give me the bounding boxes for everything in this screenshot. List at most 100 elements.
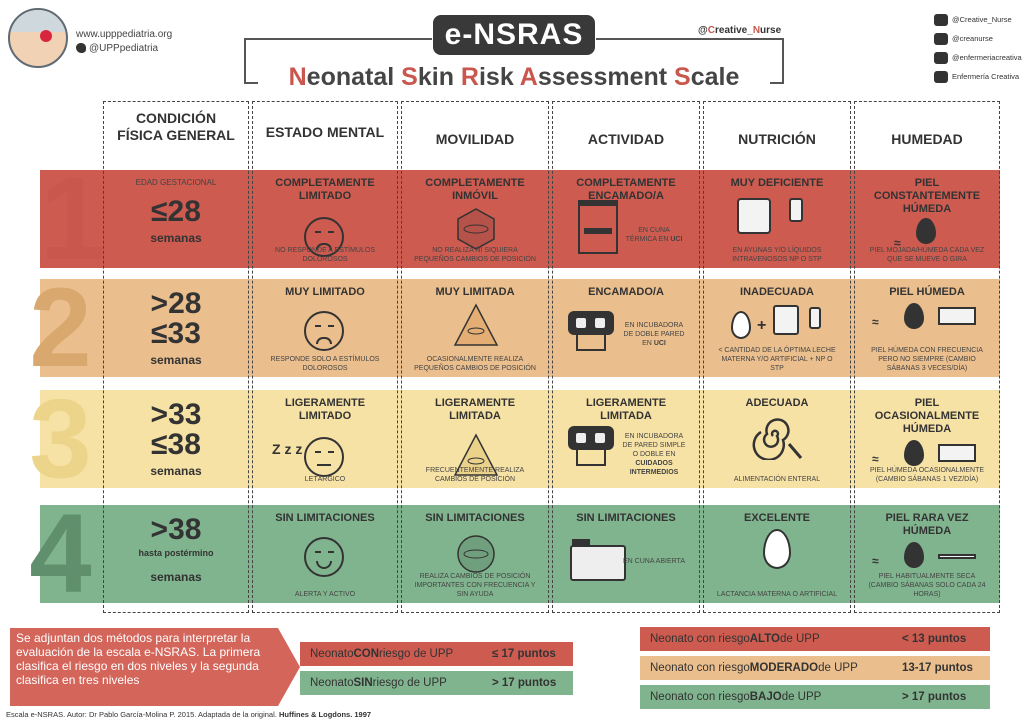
nutrition-cell: EXCELENTE LACTANCIA MATERNA O ARTIFICIAL: [703, 505, 851, 603]
risk-row-3: [40, 390, 1000, 488]
water-drop-icon: [904, 303, 924, 329]
iv-pump-icon: [773, 305, 799, 335]
cell-title: PIEL HÚMEDA: [889, 286, 965, 298]
cond-unit: semanas: [150, 464, 202, 478]
social-youtube[interactable]: Enfermería Creativa: [934, 67, 1022, 86]
cell-illustration: [252, 203, 398, 257]
three-level-risk-pill: Neonato con riesgo ALTO de UPP < 13 punto…: [640, 627, 990, 651]
social-instagram[interactable]: @enfermeriacreativa: [934, 48, 1022, 67]
mental-cell: LIGERAMENTE LIMITADO Z z z LETÁRGICO: [252, 390, 398, 488]
site-url[interactable]: www.upppediatria.org: [76, 29, 173, 40]
waves-icon: ≈: [872, 315, 879, 329]
subtitle-part: cale: [690, 63, 740, 91]
radiant-warmer-icon: [578, 200, 618, 254]
cell-illustration: ≈: [854, 436, 1000, 484]
instagram-icon: [934, 51, 948, 64]
condition-cell: >38 hasta postérmino semanas: [103, 505, 249, 603]
upp-pediatria-logo: [8, 8, 68, 68]
mobility-cell: LIGERAMENTE LIMITADA FRECUENTEMENTE REAL…: [401, 390, 549, 488]
creative-nurse-handle: @Creative_Nurse: [698, 25, 782, 36]
column-frame: [854, 101, 1000, 613]
footer-credit: Escala e-NSRAS. Autor: Dr Pablo García-M…: [6, 710, 372, 719]
mental-cell: MUY LIMITADO RESPONDE SOLO A ESTÍMULOS D…: [252, 279, 398, 377]
note-arrow: [278, 628, 300, 706]
face-icon: [304, 437, 344, 477]
subtitle-part: isk: [478, 63, 520, 91]
nutrition-cell: MUY DEFICIENTE EN AYUNAS Y/O LÍQUIDOS IN…: [703, 170, 851, 268]
column-frame: [252, 101, 398, 613]
water-drop-icon: [904, 542, 924, 568]
cell-desc: PIEL MOJADA/HÚMEDA CADA VEZ QUE SE MUEVE…: [869, 247, 985, 263]
activity-cell: LIGERAMENTE LIMITADA EN INCUBADORA DE PA…: [552, 390, 700, 488]
column-header: CONDICIÓN FÍSICA GENERAL: [117, 110, 235, 143]
cell-title: ENCAMADO/A: [588, 286, 664, 298]
cell-title: COMPLETAMENTE LIMITADO: [275, 177, 375, 202]
sleep-z-icon: Z z z: [272, 441, 303, 457]
open-crib-icon: [570, 539, 626, 581]
column-frame: [703, 101, 851, 613]
three-level-risk-pill: Neonato con riesgo BAJO de UPP > 17 punto…: [640, 685, 990, 709]
subtitle-part: kin: [417, 63, 461, 91]
twitter-icon: [76, 43, 86, 54]
cell-desc: PIEL HÚMEDA OCASIONALMENTE (CAMBIO SÁBAN…: [869, 467, 985, 483]
activity-cell: ENCAMADO/A EN INCUBADORA DE DOBLE PARED …: [552, 279, 700, 377]
cell-illustration: [401, 525, 549, 573]
cell-title: INADECUADA: [740, 286, 814, 298]
condition-cell: >33 ≤38 semanas: [103, 390, 249, 488]
subtitle-part: S: [674, 63, 691, 91]
cell-desc: REALIZA CAMBIOS DE POSICIÓN IMPORTANTES …: [414, 573, 536, 598]
social-facebook[interactable]: @creanurse: [934, 29, 1022, 48]
cell-title: MUY LIMITADA: [435, 286, 515, 298]
cond-value-a: ≤28: [151, 195, 201, 228]
twitter-icon: [934, 13, 948, 26]
nutrition-cell: ADECUADA ALIMENTACIÓN ENTERAL: [703, 390, 851, 488]
condition-cell: EDAD GESTACIONAL ≤28 semanas: [103, 170, 249, 268]
iv-pump-icon: [737, 198, 771, 234]
cell-desc: EN AYUNAS Y/O LÍQUIDOS INTRAVENOSOS NP O…: [732, 247, 822, 263]
cell-title: PIEL RARA VEZ HÚMEDA: [885, 512, 969, 537]
cell-desc: FRECUENTEMENTE REALIZA CAMBIOS DE POSICI…: [425, 467, 525, 483]
cell-illustration: ≈: [854, 216, 1000, 264]
facebook-icon: [934, 32, 948, 45]
mobility-cell: SIN LIMITACIONES REALIZA CAMBIOS DE POSI…: [401, 505, 549, 603]
page-title: e-NSRAS: [433, 15, 595, 55]
cell-illustration: [703, 190, 851, 238]
cell-desc: NO REALIZA NI SIQUIERA PEQUEÑOS CAMBIOS …: [414, 247, 536, 263]
water-drop-icon: [904, 440, 924, 466]
level-digit: 1: [39, 153, 106, 285]
youtube-icon: [934, 70, 948, 83]
mobility-cell: MUY LIMITADA OCASIONALMENTE REALIZA PEQU…: [401, 279, 549, 377]
face-icon: [304, 311, 344, 351]
twitter-handle[interactable]: @UPPpediatria: [89, 43, 159, 54]
activity-cell: COMPLETAMENTE ENCAMADO/A EN CUNA TÉRMICA…: [552, 170, 700, 268]
cell-illustration: [252, 299, 398, 351]
cond-value-b: hasta postérmino: [138, 548, 214, 558]
face-icon: [304, 537, 344, 577]
activity-cell: SIN LIMITACIONES EN CUNA ABIERTA: [552, 505, 700, 603]
cell-title: PIEL OCASIONALMENTE HÚMEDA: [874, 397, 980, 435]
cell-title: COMPLETAMENTE ENCAMADO/A: [576, 177, 676, 202]
cell-title: COMPLETAMENTE INMÓVIL: [425, 177, 525, 202]
risk-row-4: [40, 505, 1000, 603]
milk-drop-icon: [731, 311, 751, 339]
bed-sheets-icon: [938, 307, 976, 325]
social-twitter[interactable]: @Creative_Nurse: [934, 10, 1022, 29]
cond-value-b: ≤33: [151, 317, 201, 350]
column-frame: [552, 101, 700, 613]
cond-value-a: >28: [150, 287, 202, 320]
subtitle-part: S: [401, 63, 418, 91]
mental-cell: COMPLETAMENTE LIMITADO NO RESPONDE A EST…: [252, 170, 398, 268]
cell-desc: EN CUNA TÉRMICA EN UCI: [625, 227, 683, 243]
humidity-cell: PIEL HÚMEDA ≈ PIEL HÚMEDA CON FRECUENCIA…: [854, 279, 1000, 377]
cond-value-b: ≤38: [151, 428, 201, 461]
cond-value-a: >38: [150, 513, 202, 546]
cond-unit: semanas: [150, 231, 202, 245]
column-frame: [401, 101, 549, 613]
cell-title: LIGERAMENTE LIMITADO: [284, 397, 366, 422]
cell-title: SIN LIMITACIONES: [576, 512, 676, 524]
subtitle-part: N: [288, 63, 307, 91]
water-drop-icon: [916, 218, 936, 244]
iv-bag-icon: [789, 198, 803, 222]
bed-sheets-icon: [938, 554, 976, 559]
cell-desc: LETÁRGICO: [304, 476, 346, 483]
